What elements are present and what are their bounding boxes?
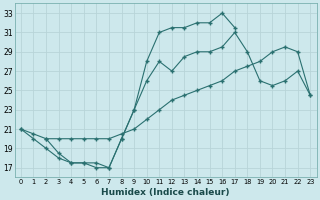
X-axis label: Humidex (Indice chaleur): Humidex (Indice chaleur) bbox=[101, 188, 230, 197]
